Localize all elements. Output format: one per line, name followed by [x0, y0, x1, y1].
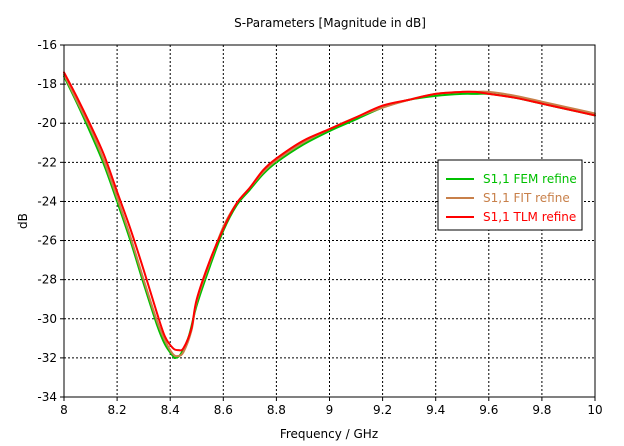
y-tick-label: -28 — [37, 273, 57, 287]
x-tick-label: 10 — [587, 403, 602, 417]
legend-label-fem: S1,1 FEM refine — [483, 172, 577, 186]
series-layer — [63, 71, 596, 360]
y-tick-label: -34 — [37, 390, 57, 404]
y-tick-label: -16 — [37, 38, 57, 52]
x-tick-label: 8.8 — [267, 403, 286, 417]
legend-label-tlm: S1,1 TLM refine — [483, 210, 576, 224]
x-tick-label: 9 — [326, 403, 334, 417]
y-tick-label: -24 — [37, 194, 57, 208]
x-tick-label: 9.4 — [426, 403, 445, 417]
y-tick-label: -32 — [37, 351, 57, 365]
series-line-fem — [63, 75, 596, 360]
y-tick-label: -30 — [37, 312, 57, 326]
x-tick-label: 9.2 — [373, 403, 392, 417]
series-line-tlm — [63, 71, 596, 352]
x-tick-label: 9.6 — [479, 403, 498, 417]
x-tick-label: 8.6 — [214, 403, 233, 417]
legend: S1,1 FEM refine S1,1 FIT refine S1,1 TLM… — [437, 159, 583, 231]
y-tick-label: -22 — [37, 155, 57, 169]
tick-layer: 8 8.2 8.4 8.6 8.8 9 9.2 9.4 9.6 9.8 10 -16 -18 -20 -22… — [37, 38, 602, 417]
x-axis-label: Frequency / GHz — [280, 427, 378, 441]
chart-title: S-Parameters [Magnitude in dB] — [234, 16, 426, 30]
y-axis-label: dB — [16, 213, 30, 229]
y-tick-label: -26 — [37, 234, 57, 248]
legend-label-fit: S1,1 FIT refine — [483, 191, 570, 205]
y-tick-label: -18 — [37, 77, 57, 91]
x-tick-label: 8 — [60, 403, 68, 417]
x-tick-label: 8.4 — [161, 403, 180, 417]
y-tick-label: -20 — [37, 116, 57, 130]
plot-frame — [63, 44, 596, 398]
legend-box — [437, 159, 583, 231]
x-tick-label: 8.2 — [108, 403, 127, 417]
x-tick-label: 9.8 — [532, 403, 551, 417]
